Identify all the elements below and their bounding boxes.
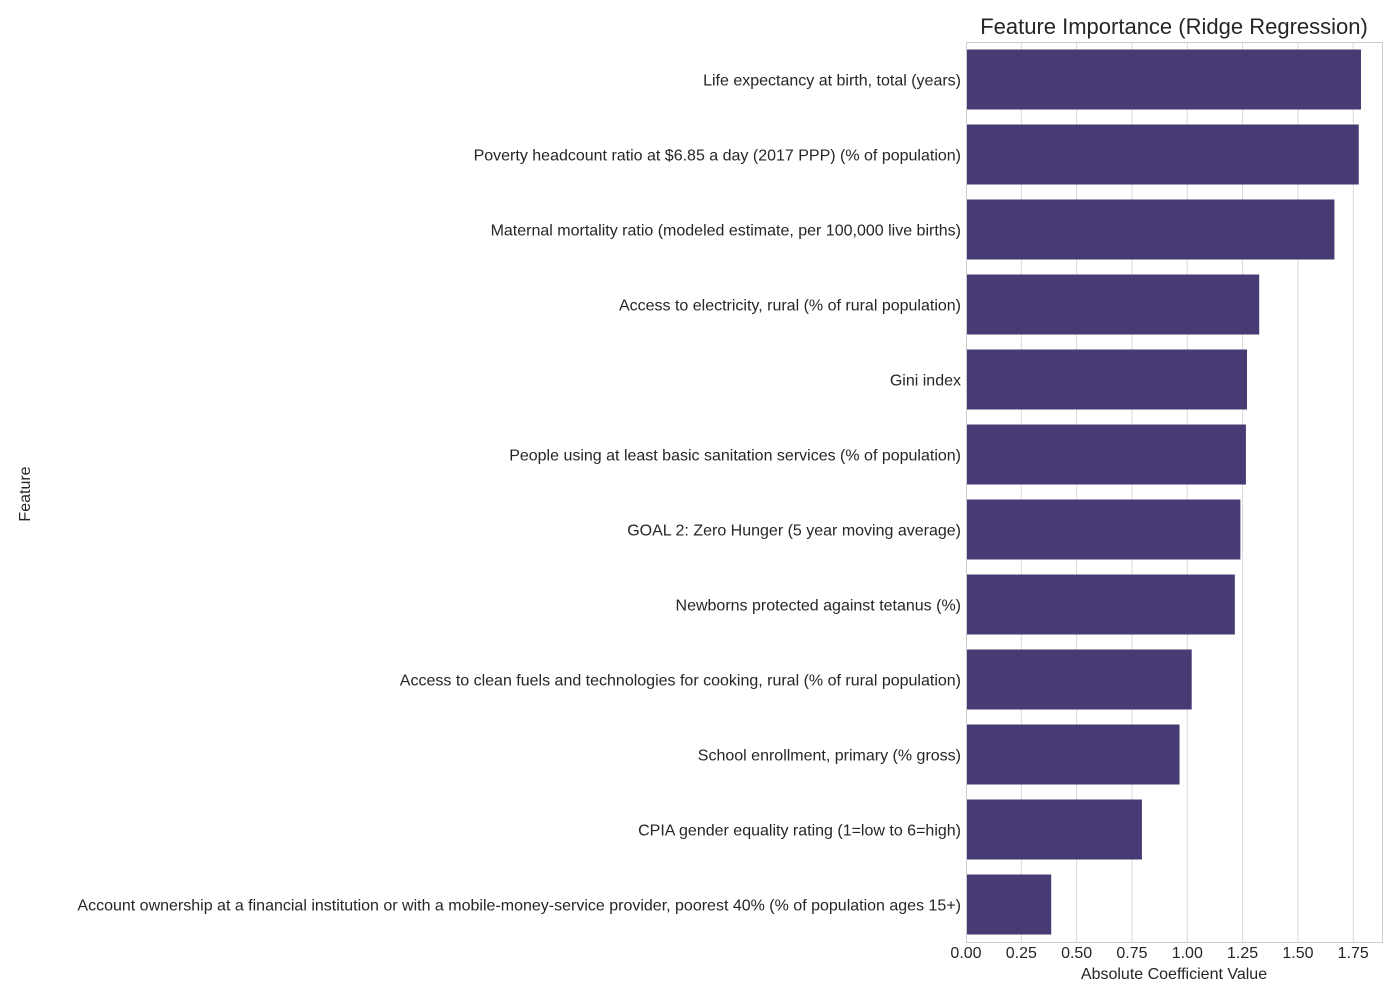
bar — [966, 349, 1248, 410]
x-tick-label: 1.00 — [1172, 945, 1203, 962]
bar — [966, 649, 1192, 710]
bar — [966, 124, 1359, 185]
bar — [966, 574, 1235, 635]
x-tick-labels: 0.00 0.25 0.50 0.75 1.00 1.25 1.50 1.75 — [950, 945, 1368, 962]
x-tick-label: 1.75 — [1338, 945, 1369, 962]
category-label: Newborns protected against tetanus (%) — [676, 598, 961, 615]
bar — [966, 424, 1246, 485]
category-labels: Life expectancy at birth, total (years) P… — [77, 73, 961, 915]
x-tick-label: 1.50 — [1282, 945, 1313, 962]
bar — [966, 499, 1241, 560]
y-axis-title: Feature — [17, 466, 34, 521]
bar — [966, 199, 1335, 260]
bar — [966, 49, 1361, 110]
category-label: CPIA gender equality rating (1=low to 6=… — [638, 823, 961, 840]
category-label: Access to clean fuels and technologies f… — [400, 673, 961, 690]
bar — [966, 274, 1260, 335]
x-tick-label: 1.25 — [1227, 945, 1258, 962]
bars — [966, 49, 1361, 935]
category-label: Poverty headcount ratio at $6.85 a day (… — [474, 148, 961, 165]
x-tick-label: 0.25 — [1006, 945, 1037, 962]
category-label: GOAL 2: Zero Hunger (5 year moving avera… — [627, 523, 961, 540]
grid-lines — [1020, 42, 1354, 942]
bar — [966, 724, 1180, 785]
x-axis-title: Absolute Coefficient Value — [1081, 966, 1267, 983]
category-label: Account ownership at a financial institu… — [77, 898, 961, 915]
plot-frame — [966, 42, 1383, 943]
category-label: Access to electricity, rural (% of rural… — [619, 298, 961, 315]
x-tick-label: 0.50 — [1061, 945, 1092, 962]
category-label: Life expectancy at birth, total (years) — [703, 73, 961, 90]
bar — [966, 874, 1052, 935]
chart-title: Feature Importance (Ridge Regression) — [980, 14, 1368, 39]
x-tick-label: 0.00 — [950, 945, 981, 962]
category-label: Maternal mortality ratio (modeled estima… — [491, 223, 961, 240]
category-label: Gini index — [890, 373, 961, 390]
x-tick-label: 0.75 — [1116, 945, 1147, 962]
category-label: School enrollment, primary (% gross) — [698, 748, 961, 765]
bar — [966, 799, 1142, 860]
category-label: People using at least basic sanitation s… — [509, 448, 961, 465]
